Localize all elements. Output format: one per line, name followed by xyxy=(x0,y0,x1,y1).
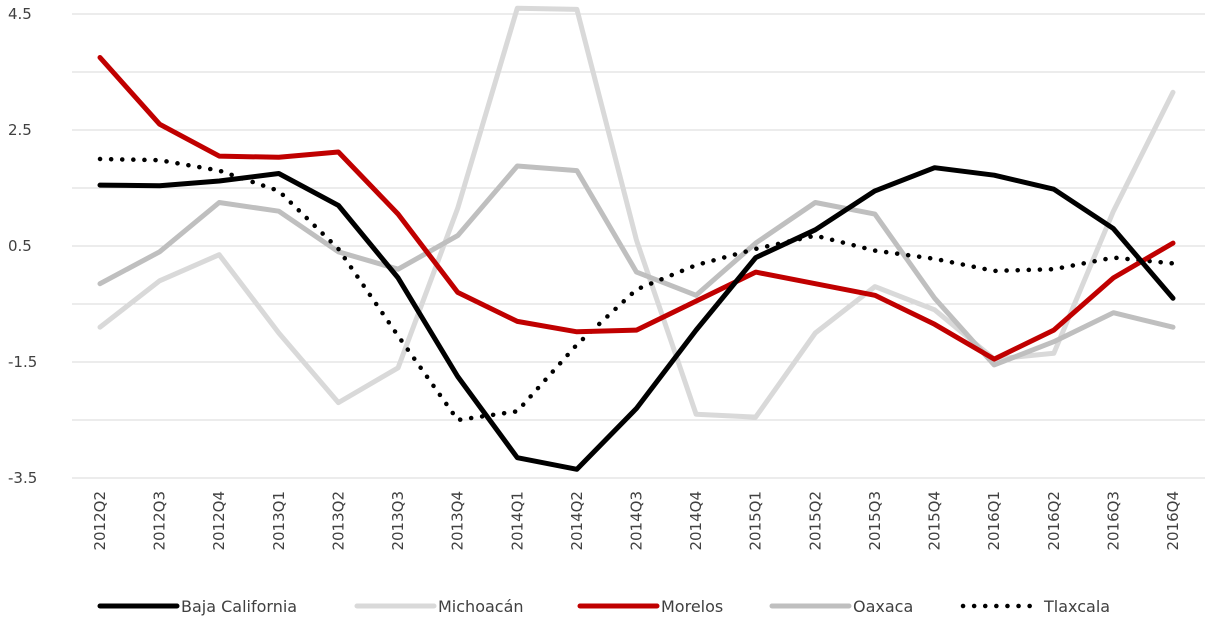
legend-item: Michoacán xyxy=(354,597,524,616)
x-tick-label: 2016Q3 xyxy=(1104,491,1122,551)
x-tick-label: 2014Q2 xyxy=(568,491,586,551)
legend-item: Baja California xyxy=(97,597,297,616)
x-tick-label: 2012Q2 xyxy=(91,491,109,551)
series-line-baja-california xyxy=(97,165,1176,472)
series-line-tlaxcala xyxy=(97,156,1176,423)
x-tick-label: 2016Q4 xyxy=(1164,491,1182,551)
x-tick-label: 2015Q1 xyxy=(747,491,765,551)
x-tick-label: 2016Q1 xyxy=(985,491,1003,551)
y-tick-label: -1.5 xyxy=(8,353,37,371)
x-tick-label: 2013Q1 xyxy=(270,491,288,551)
x-tick-label: 2016Q2 xyxy=(1045,491,1063,551)
x-tick-label: 2014Q1 xyxy=(508,491,526,551)
x-tick-label: 2015Q3 xyxy=(866,491,884,551)
legend-item: Tlaxcala xyxy=(960,597,1110,616)
x-tick-label: 2015Q2 xyxy=(806,491,824,551)
x-tick-label: 2013Q4 xyxy=(449,491,467,551)
legend-label: Michoacán xyxy=(438,597,524,616)
legend-label: Baja California xyxy=(181,597,297,616)
legend-item: Morelos xyxy=(577,597,723,616)
x-tick-label: 2015Q4 xyxy=(926,491,944,551)
legend-label: Oaxaca xyxy=(853,597,913,616)
y-tick-label: 4.5 xyxy=(8,5,32,23)
x-tick-label: 2013Q2 xyxy=(329,491,347,551)
y-axis-tick-labels: 4.5 2.5 0.5 -1.5 -3.5 xyxy=(8,5,37,487)
x-tick-label: 2013Q3 xyxy=(389,491,407,551)
legend-label: Tlaxcala xyxy=(1043,597,1110,616)
x-axis-tick-labels: 2012Q2 2012Q3 2012Q4 2013Q1 2013Q2 2013Q3 2013… xyxy=(91,491,1182,551)
x-tick-label: 2012Q3 xyxy=(151,491,169,551)
legend-label: Morelos xyxy=(661,597,723,616)
x-tick-label: 2012Q4 xyxy=(210,491,228,551)
y-tick-label: -3.5 xyxy=(8,469,37,487)
y-tick-label: 2.5 xyxy=(8,121,32,139)
legend: Baja California Michoacán Morelos Oaxaca Tla… xyxy=(97,597,1110,616)
series-line-morelos xyxy=(97,55,1176,362)
legend-item: Oaxaca xyxy=(769,597,913,616)
x-tick-label: 2014Q3 xyxy=(628,491,646,551)
series-lines xyxy=(97,5,1176,472)
y-tick-label: 0.5 xyxy=(8,237,32,255)
series-line-oaxaca xyxy=(97,163,1176,368)
x-tick-label: 2014Q4 xyxy=(687,491,705,551)
